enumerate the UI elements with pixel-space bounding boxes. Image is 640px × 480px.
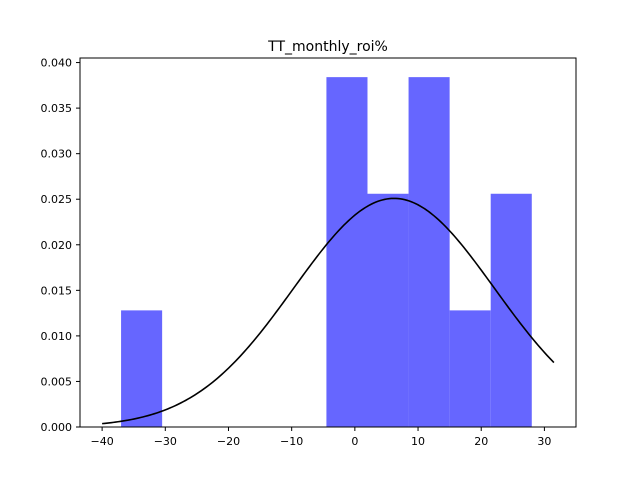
histogram-bar [449, 310, 491, 427]
y-tick-label: 0.005 [41, 375, 73, 388]
x-tick-label: 30 [537, 435, 551, 448]
x-tick-label: −30 [154, 435, 177, 448]
y-tick-label: 0.035 [41, 102, 73, 115]
histogram-bar [121, 310, 163, 427]
density-curve-group [102, 197, 555, 425]
x-tick-label: 20 [474, 435, 488, 448]
x-tick-label: 10 [411, 435, 425, 448]
y-tick-label: 0.040 [41, 57, 73, 70]
histogram-bars [121, 77, 532, 427]
density-curve-line [102, 197, 555, 425]
y-tick-label: 0.000 [41, 421, 73, 434]
x-tick-label: −40 [91, 435, 114, 448]
x-axis-ticks: −40 −30 −20 −10 0 10 20 30 [91, 427, 551, 448]
histogram-bar [367, 193, 409, 427]
x-tick-label: −10 [280, 435, 303, 448]
y-tick-label: 0.020 [41, 239, 73, 252]
histogram-bar [326, 77, 368, 427]
x-tick-label: −20 [217, 435, 240, 448]
y-tick-label: 0.015 [41, 284, 73, 297]
y-tick-label: 0.025 [41, 193, 73, 206]
y-axis-ticks: 0.000 0.005 0.010 0.015 0.020 0.025 0.030 0.035… [41, 57, 80, 434]
chart-title: TT_monthly_roi% [267, 39, 388, 55]
histogram-bar [408, 77, 450, 427]
plot-frame [79, 57, 577, 428]
y-tick-label: 0.010 [41, 330, 73, 343]
y-tick-label: 0.030 [41, 148, 73, 161]
x-tick-label: 0 [351, 435, 358, 448]
